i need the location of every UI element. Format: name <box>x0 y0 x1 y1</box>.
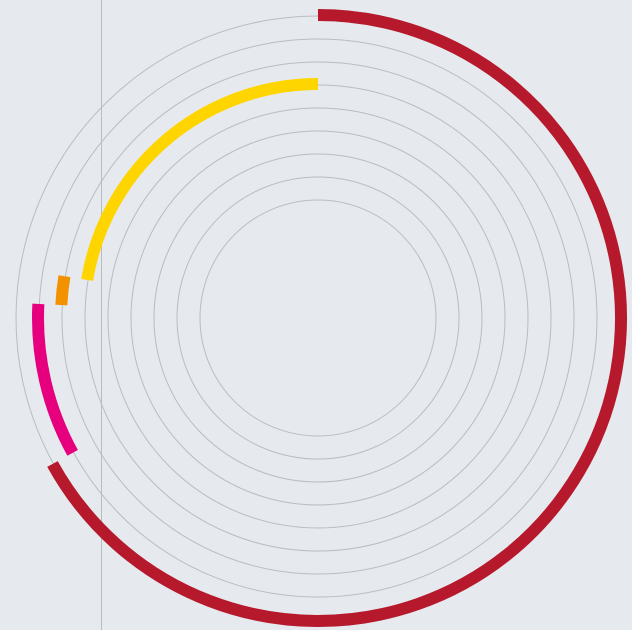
ring <box>199 199 437 437</box>
ring <box>176 176 460 460</box>
arc-segment <box>81 78 319 281</box>
arc-segment <box>47 9 627 627</box>
ring <box>130 130 506 506</box>
arc-segment <box>32 303 78 456</box>
arc-segment <box>55 275 71 306</box>
ring <box>153 153 483 483</box>
ring <box>61 61 575 575</box>
arcs <box>32 9 627 627</box>
ring <box>107 107 529 529</box>
